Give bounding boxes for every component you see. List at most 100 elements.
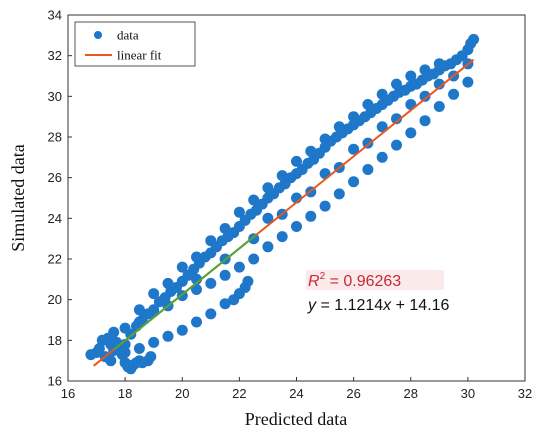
data-point: [148, 336, 160, 348]
x-axis-ticks: 16 18 20 22 24 26 28 30 32: [61, 377, 532, 401]
data-point: [276, 170, 288, 182]
data-point: [205, 235, 217, 247]
data-point: [319, 200, 331, 212]
data-point: [119, 347, 131, 358]
data-point: [262, 182, 274, 194]
r2-symbol: R: [308, 273, 320, 290]
y-axis-ticks: 16 18 20 22 24 26 28 30 32 34: [48, 8, 72, 389]
data-point: [148, 288, 160, 300]
data-point: [105, 355, 117, 367]
data-point: [242, 275, 254, 287]
data-point: [133, 316, 145, 328]
equation-annotation: y = 1.1214x + 14.16: [307, 297, 450, 314]
data-point: [233, 206, 245, 218]
x-tick-label: 24: [289, 386, 303, 401]
legend-label-data: data: [117, 28, 139, 43]
equation-y: y: [307, 297, 317, 314]
y-tick-label: 30: [48, 89, 62, 104]
legend-marker-data: [94, 31, 102, 39]
data-point: [191, 316, 202, 328]
data-point: [205, 277, 217, 289]
data-point: [448, 88, 460, 100]
equation-middle: = 1.1214: [316, 297, 383, 314]
data-point: [176, 261, 188, 273]
data-point: [205, 308, 217, 320]
r2-annotation: R2 = 0.96263: [308, 271, 401, 290]
data-point: [145, 351, 157, 363]
data-point: [433, 58, 445, 70]
data-point: [433, 101, 445, 112]
data-point: [391, 139, 402, 151]
y-tick-label: 22: [48, 252, 62, 267]
r2-superscript: 2: [320, 271, 326, 282]
data-points: [85, 33, 480, 375]
legend-box: [74, 21, 196, 67]
data-point: [219, 298, 231, 310]
x-tick-label: 18: [118, 386, 132, 401]
equation-suffix: + 14.16: [391, 297, 449, 314]
data-point: [376, 121, 388, 133]
data-point: [419, 90, 431, 102]
data-point: [191, 251, 202, 263]
data-point: [391, 78, 402, 90]
x-tick-label: 16: [61, 386, 75, 401]
x-axis-label: Predicted data: [245, 409, 347, 429]
x-tick-label: 30: [461, 386, 475, 401]
data-point: [405, 70, 417, 82]
y-tick-label: 24: [48, 211, 62, 226]
data-point: [219, 269, 231, 281]
data-point: [291, 221, 302, 232]
y-tick-label: 18: [48, 333, 62, 348]
data-point: [405, 127, 417, 139]
legend: data linear fit: [74, 21, 196, 67]
data-point: [362, 99, 374, 110]
y-tick-label: 28: [48, 130, 62, 145]
y-tick-label: 16: [48, 374, 62, 389]
data-point: [108, 326, 120, 338]
data-point: [305, 210, 317, 222]
legend-label-linear-fit: linear fit: [117, 48, 162, 63]
data-point: [333, 121, 345, 133]
data-point: [248, 253, 260, 265]
r2-value: = 0.96263: [325, 273, 401, 290]
y-tick-label: 20: [48, 292, 62, 307]
data-point: [376, 88, 388, 100]
data-point: [133, 304, 145, 316]
data-point: [333, 188, 345, 200]
y-tick-label: 32: [48, 48, 62, 63]
data-point: [276, 231, 288, 243]
data-point: [433, 78, 445, 90]
data-point: [162, 330, 174, 342]
data-point: [133, 343, 145, 354]
data-point: [262, 241, 274, 253]
x-tick-label: 28: [404, 386, 418, 401]
data-point: [119, 322, 131, 334]
data-point: [319, 133, 331, 145]
data-point: [362, 164, 374, 175]
data-point: [348, 176, 360, 188]
y-tick-label: 34: [48, 8, 62, 23]
data-point: [162, 277, 174, 289]
data-point: [219, 223, 231, 234]
equation-x: x: [382, 297, 392, 314]
data-point: [468, 33, 480, 45]
data-point: [291, 155, 302, 167]
data-point: [305, 145, 317, 157]
data-point: [248, 194, 260, 206]
data-point: [391, 113, 402, 125]
data-point: [419, 64, 431, 76]
linear-fit-line-group: [93, 58, 475, 367]
data-point: [419, 115, 431, 127]
data-point: [191, 273, 202, 285]
data-point: [148, 306, 160, 318]
data-point: [462, 76, 474, 88]
linear-fit-line-overlap: [113, 233, 258, 351]
x-tick-label: 20: [175, 386, 189, 401]
x-tick-label: 32: [518, 386, 532, 401]
x-tick-label: 26: [346, 386, 360, 401]
data-point: [262, 212, 274, 224]
r2-highlight: [306, 270, 444, 290]
data-point: [348, 143, 360, 155]
y-axis-label: Simulated data: [8, 144, 28, 251]
